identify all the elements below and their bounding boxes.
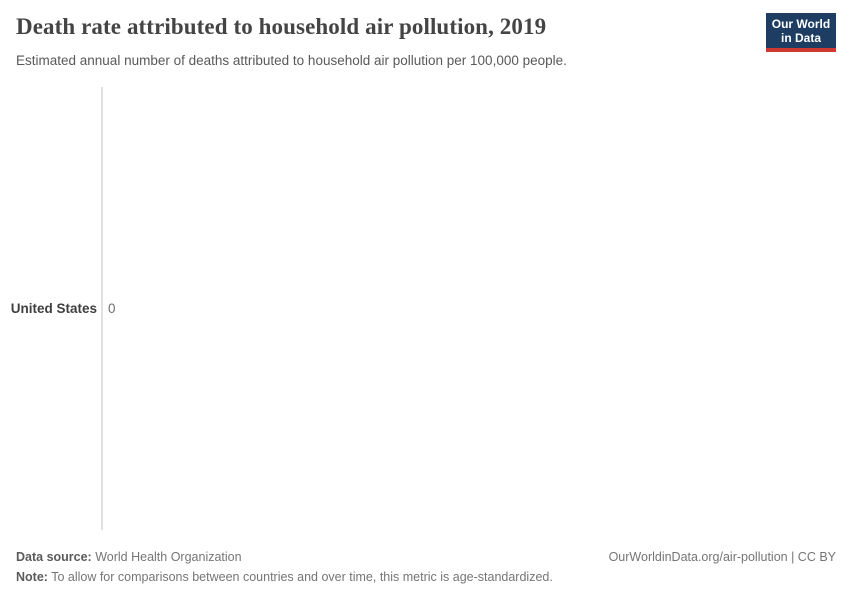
- owid-url-link[interactable]: OurWorldinData.org/air-pollution | CC BY: [608, 550, 836, 564]
- owid-logo-line2: in Data: [780, 31, 821, 45]
- data-source-value: World Health Organization: [91, 550, 242, 564]
- note-line: Note: To allow for comparisons between c…: [16, 569, 553, 585]
- entity-label: United States: [10, 301, 97, 316]
- chart-subtitle: Estimated annual number of deaths attrib…: [16, 53, 567, 68]
- note-value: To allow for comparisons between countri…: [47, 570, 553, 584]
- bar-value-label: 0: [108, 301, 116, 316]
- owid-logo-line1: Our World: [771, 17, 831, 31]
- chart-title: Death rate attributed to household air p…: [16, 14, 547, 39]
- owid-logo[interactable]: Our World in Data: [766, 13, 836, 52]
- data-source-line: Data source: World Health Organization: [16, 549, 242, 565]
- y-axis-line: [101, 87, 103, 530]
- data-source-label: Data source:: [16, 550, 92, 564]
- chart-area: United States 0: [0, 87, 850, 530]
- note-label: Note:: [16, 570, 48, 584]
- bar-row: United States 0: [0, 300, 850, 318]
